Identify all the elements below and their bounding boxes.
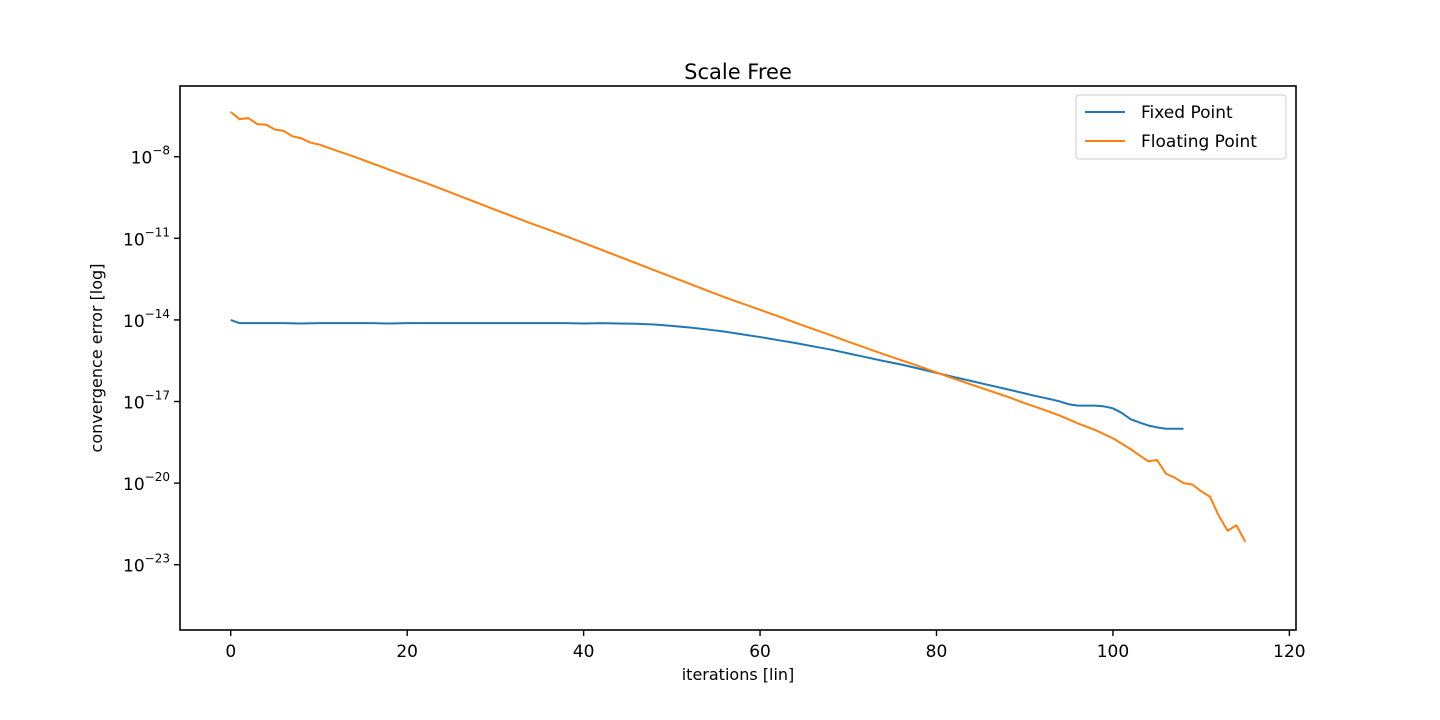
- y-tick-label: 10−8: [131, 144, 170, 169]
- y-tick-label: 10−20: [123, 470, 170, 495]
- x-tick-label: 60: [749, 642, 771, 662]
- y-tick-label: 10−11: [123, 225, 170, 250]
- y-tick-label: 10−23: [123, 552, 170, 577]
- x-axis: 0 20 40 60 80 100 120: [225, 630, 1306, 662]
- y-tick-label: 10−17: [123, 389, 170, 414]
- y-tick-label: 10−14: [123, 307, 170, 332]
- series-line-floating-point: [230, 111, 1247, 543]
- x-tick-label: 20: [396, 642, 418, 662]
- series-line-fixed-point: [230, 318, 1184, 430]
- x-tick-label: 40: [573, 642, 595, 662]
- plot-area-frame: [179, 85, 1297, 631]
- x-tick-label: 120: [1273, 642, 1305, 662]
- legend-label-fixed-point: Fixed Point: [1141, 103, 1233, 123]
- x-tick-label: 0: [225, 642, 236, 662]
- chart-title: Scale Free: [684, 60, 792, 84]
- legend-frame: [1075, 94, 1287, 160]
- series-layer: [230, 111, 1247, 543]
- x-tick-label: 100: [1097, 642, 1129, 662]
- y-axis: 10−8 10−11 10−14 10−17 10−20 10−23: [123, 144, 180, 577]
- legend: Fixed Point Floating Point: [1075, 94, 1287, 160]
- x-tick-label: 80: [926, 642, 948, 662]
- y-axis-label: convergence error [log]: [87, 264, 106, 453]
- x-axis-label: iterations [lin]: [682, 665, 795, 684]
- legend-label-floating-point: Floating Point: [1141, 132, 1257, 152]
